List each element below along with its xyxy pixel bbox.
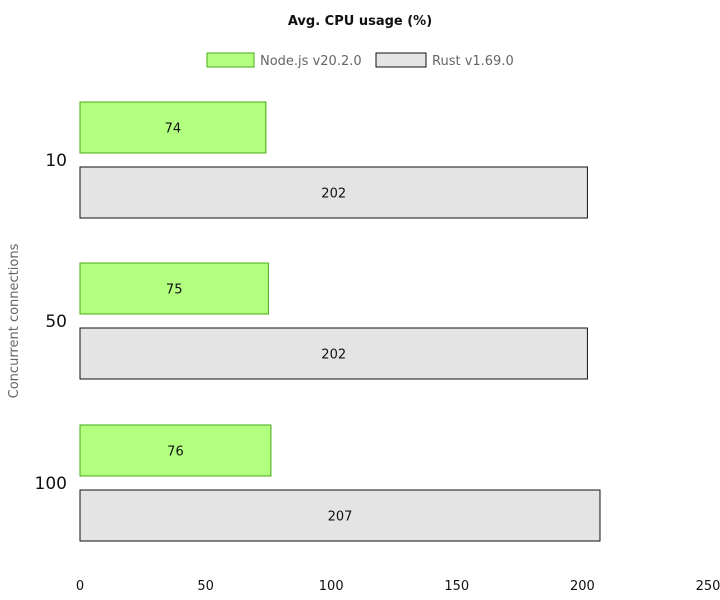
legend-swatch-0 [206,52,255,68]
bar-value-label: 207 [328,510,353,525]
x-tick-labels: 0 50 100 150 200 250 [76,579,720,594]
x-tick-label: 200 [570,579,595,594]
bars: 74 202 75 202 76 207 [79,101,601,542]
x-tick-label: 50 [197,579,214,594]
bar [79,101,267,154]
legend-swatch-1 [375,52,427,68]
y-axis-label: Concurrent connections [7,243,22,398]
bar-value-label: 76 [167,445,184,460]
category-label: 50 [45,312,67,332]
x-tick-label: 100 [319,579,344,594]
bar [79,262,269,315]
bar-value-label: 202 [321,187,346,202]
x-tick-label: 0 [76,579,84,594]
legend-label-0: Node.js v20.2.0 [260,54,362,69]
bar [79,327,588,380]
bar-value-label: 75 [166,283,183,298]
legend-label-1: Rust v1.69.0 [432,54,514,69]
category-label: 10 [45,151,67,171]
bar-value-label: 202 [321,348,346,363]
chart-title: Avg. CPU usage (%) [288,14,432,29]
x-tick-label: 250 [696,579,720,594]
category-label: 100 [35,474,67,494]
bar [79,166,588,219]
bar [79,489,601,542]
category-labels: 10 50 100 [35,151,67,494]
legend: Node.js v20.2.0 Rust v1.69.0 [206,52,514,69]
bar-value-label: 74 [165,122,182,137]
bar [79,424,272,477]
x-tick-label: 150 [444,579,469,594]
